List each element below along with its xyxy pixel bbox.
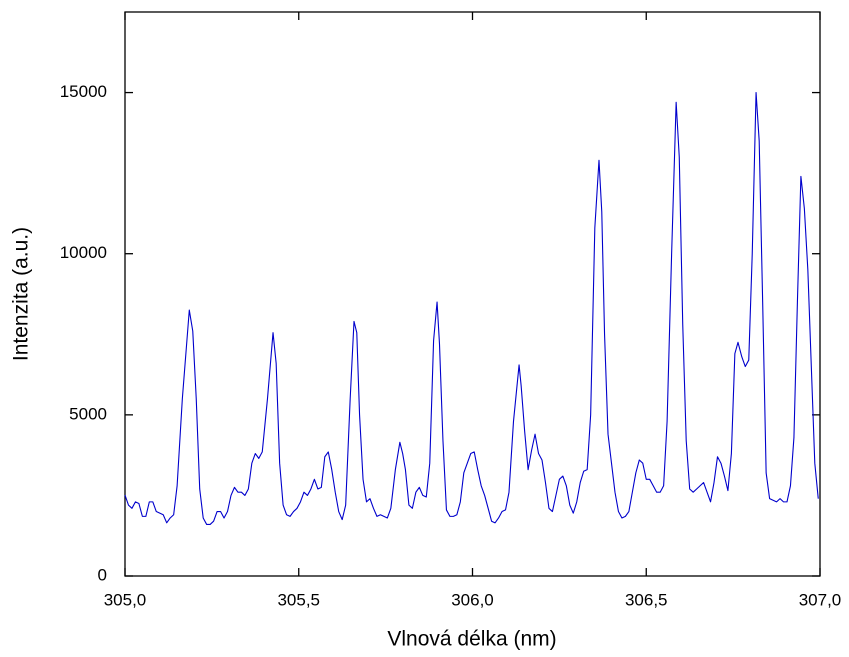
x-tick-label: 306,5 (625, 590, 668, 609)
y-tick-label: 5000 (69, 404, 107, 423)
y-tick-label: 15000 (60, 82, 107, 101)
y-tick-label: 10000 (60, 243, 107, 262)
x-tick-label: 306,0 (451, 590, 494, 609)
spectrum-line (124, 92, 819, 525)
x-tick-label: 305,0 (104, 590, 147, 609)
y-tick-label: 0 (98, 565, 107, 584)
y-axis-title: Intenzita (a.u.) (10, 227, 33, 361)
x-tick-label: 305,5 (277, 590, 320, 609)
x-axis-title: Vlnová délka (nm) (387, 628, 556, 651)
x-tick-label: 307,0 (799, 590, 842, 609)
plot-frame (124, 11, 821, 577)
